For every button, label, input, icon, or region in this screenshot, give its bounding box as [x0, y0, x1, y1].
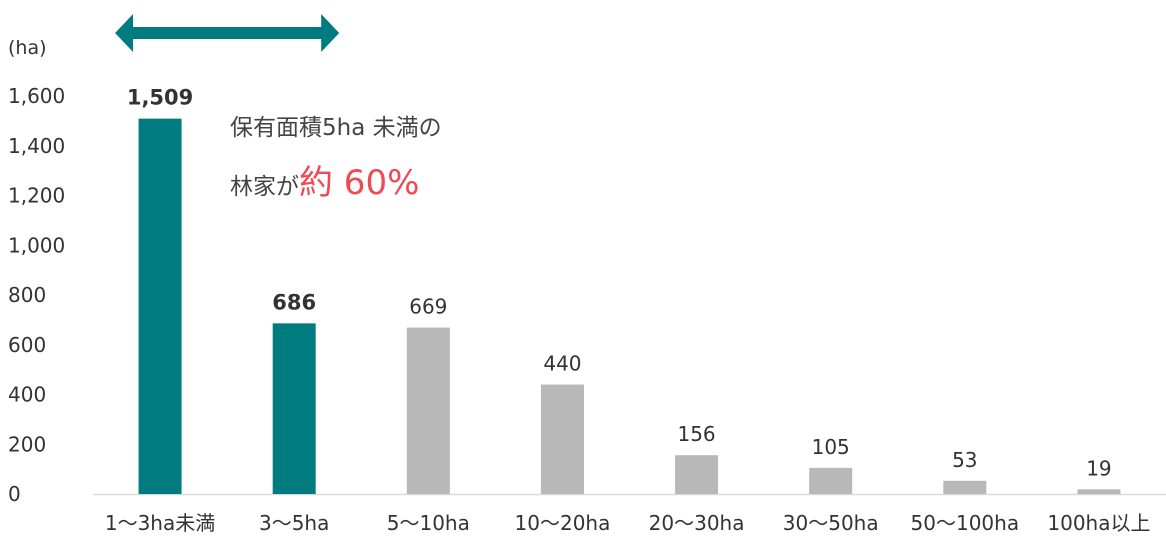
data-label: 686: [272, 290, 316, 314]
annotation-line2-prefix: 林家が: [230, 174, 299, 200]
x-tick-label: 5〜10ha: [387, 511, 470, 535]
x-tick-label: 20〜30ha: [649, 511, 745, 535]
y-tick-label: 1,600: [8, 84, 65, 108]
data-label: 156: [677, 422, 715, 446]
data-label: 440: [543, 352, 581, 376]
data-label: 669: [409, 295, 447, 319]
data-label: 53: [952, 448, 977, 472]
bar: [272, 323, 316, 494]
data-label: 19: [1086, 456, 1111, 480]
y-axis-label: (ha): [8, 37, 47, 59]
bar: [540, 384, 584, 494]
annotation-line2: 林家が約 60%: [230, 155, 419, 204]
bar: [406, 327, 450, 494]
double-headed-arrow-icon: [115, 14, 340, 52]
y-tick-label: 1,000: [8, 233, 65, 257]
y-tick-label: 400: [8, 383, 46, 407]
y-tick-label: 600: [8, 333, 46, 357]
x-tick-label: 10〜20ha: [515, 511, 611, 535]
x-tick-label: 100ha以上: [1047, 511, 1150, 535]
y-tick-label: 0: [8, 482, 21, 506]
y-tick-label: 1,200: [8, 184, 65, 208]
bar: [138, 118, 182, 494]
bar: [675, 455, 719, 494]
x-tick-label: 30〜50ha: [783, 511, 879, 535]
bar: [809, 467, 853, 494]
y-tick-label: 200: [8, 432, 46, 456]
y-tick-label: 1,400: [8, 134, 65, 158]
x-tick-label: 1〜3ha未満: [105, 511, 215, 535]
annotation-emphasis: 約 60%: [299, 163, 420, 203]
x-tick-label: 3〜5ha: [259, 511, 329, 535]
bar: [1077, 489, 1121, 494]
annotation-line1: 保有面積5ha 未満の: [230, 115, 442, 141]
data-label: 1,509: [127, 86, 193, 110]
y-tick-label: 800: [8, 283, 46, 307]
x-tick-label: 50〜100ha: [911, 511, 1020, 535]
bar: [943, 480, 987, 494]
data-label: 105: [812, 435, 850, 459]
